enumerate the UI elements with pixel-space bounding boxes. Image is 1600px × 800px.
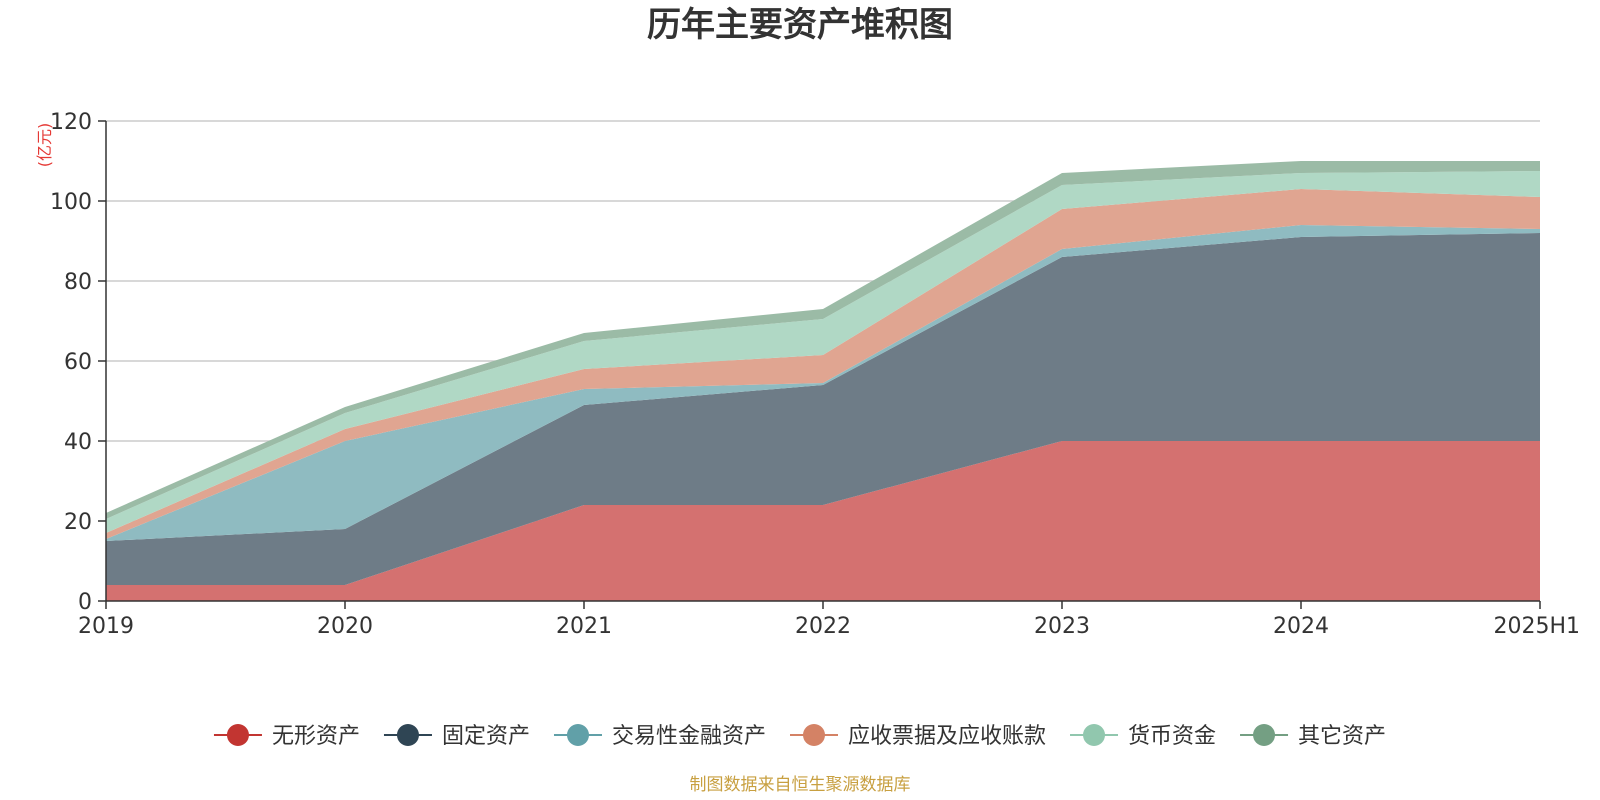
series-area-1 — [106, 441, 1540, 601]
series-area-5 — [106, 171, 1540, 533]
legend-item-6[interactable]: 其它资产 — [1240, 724, 1386, 749]
y-tick-label: 100 — [50, 190, 92, 215]
y-tick-label: 80 — [64, 270, 92, 295]
legend-marker-icon — [803, 724, 825, 746]
legend-marker-icon — [396, 724, 419, 746]
axes: 0 20 40 60 80 100 120 2019 2020 2021 2022 2023 2024 2… — [50, 110, 1580, 639]
legend-item-2[interactable]: 固定资产 — [383, 724, 530, 749]
source-note: 制图数据来自恒生聚源数据库 — [690, 775, 911, 795]
chart-title: 历年主要资产堆积图 — [647, 5, 953, 45]
legend-marker-icon — [1083, 724, 1106, 746]
y-tick-label: 40 — [64, 430, 92, 455]
series-areas — [106, 161, 1540, 601]
legend-marker-icon — [566, 724, 589, 746]
x-tick-label: 2020 — [317, 614, 373, 639]
x-tick-label: 2021 — [556, 614, 612, 639]
legend-item-4[interactable]: 应收票据及应收账款 — [790, 724, 1046, 749]
y-tick-label: 20 — [64, 510, 92, 535]
x-tick-label: 2025H1 — [1493, 614, 1580, 639]
legend-marker-icon — [1253, 724, 1276, 746]
x-tick-label: 2023 — [1034, 614, 1090, 639]
legend-item-3[interactable]: 交易性金融资产 — [553, 724, 766, 749]
x-tick-label: 2024 — [1273, 614, 1329, 639]
y-tick-label: 120 — [50, 110, 92, 135]
legend-marker-icon — [226, 724, 249, 746]
x-tick-label: 2022 — [795, 614, 851, 639]
x-tick-label: 2019 — [78, 614, 134, 639]
legend-label: 其它资产 — [1298, 724, 1386, 749]
y-axis-unit: (亿元) — [35, 123, 54, 168]
legend-label: 货币资金 — [1128, 724, 1216, 749]
legend[interactable]: 无形资产 固定资产 交易性金融资产 应收票据及应收账款 货币资金 其它资产 — [213, 724, 1386, 749]
y-tick-label: 60 — [64, 350, 92, 375]
legend-item-5[interactable]: 货币资金 — [1070, 724, 1216, 749]
series-area-2 — [106, 233, 1540, 585]
legend-label: 应收票据及应收账款 — [848, 724, 1046, 749]
y-tick-label: 0 — [78, 590, 92, 615]
series-area-4 — [106, 189, 1540, 539]
legend-label: 固定资产 — [442, 724, 530, 749]
legend-label: 交易性金融资产 — [612, 724, 766, 749]
legend-item-1[interactable]: 无形资产 — [213, 724, 360, 749]
legend-label: 无形资产 — [272, 724, 360, 749]
